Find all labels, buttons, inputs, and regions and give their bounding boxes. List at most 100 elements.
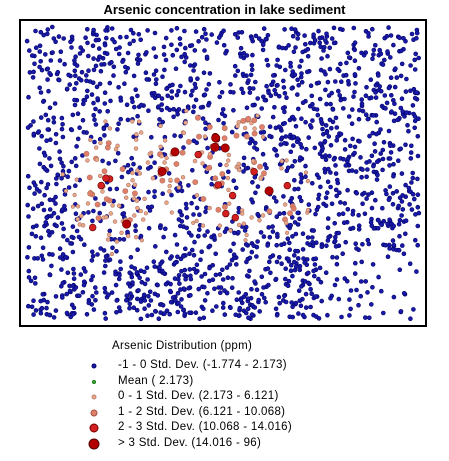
sample-point-moderate (243, 238, 248, 243)
sample-point-low (251, 86, 256, 91)
sample-point-moderate (305, 179, 311, 184)
sample-point-low (337, 93, 343, 98)
sample-point-low (259, 291, 265, 297)
sample-point-low (401, 35, 406, 41)
sample-point-low (414, 90, 419, 95)
sample-point-low (305, 46, 311, 52)
sample-point-moderate (110, 203, 115, 208)
sample-point-low (328, 101, 333, 107)
sample-point-low (201, 306, 206, 312)
sample-point-moderate (245, 115, 252, 122)
sample-point-low (295, 77, 300, 83)
sample-point-low (349, 121, 355, 126)
sample-point-low (85, 88, 90, 94)
sample-point-low (410, 170, 416, 176)
sample-point-low (121, 211, 127, 216)
sample-point-low (265, 62, 271, 68)
sample-point-map[interactable] (21, 21, 425, 325)
sample-point-moderate (98, 140, 103, 146)
sample-point-low (293, 124, 299, 129)
sample-point-moderate (106, 232, 112, 238)
sample-point-moderate (159, 154, 164, 159)
sample-point-low (153, 68, 159, 74)
sample-point-low (397, 234, 402, 239)
sample-point-low (157, 117, 162, 122)
legend-item: 1 - 2 Std. Dev. (6.121 - 10.068) (90, 406, 390, 422)
sample-point-low (253, 140, 258, 146)
sample-point-low (178, 223, 183, 229)
sample-point-low (291, 178, 297, 183)
sample-point-low (390, 238, 396, 243)
sample-point-low (350, 136, 355, 142)
sample-point-low (318, 279, 324, 285)
sample-point-low (272, 146, 277, 152)
sample-point-low (315, 112, 321, 118)
sample-point-low (363, 93, 369, 98)
sample-point-low (366, 31, 371, 36)
sample-point-low (389, 109, 394, 114)
sample-point-low (375, 172, 380, 178)
sample-point-low (168, 299, 174, 305)
sample-point-low (71, 266, 76, 272)
sample-point-low (93, 196, 98, 201)
sample-point-low (188, 76, 193, 81)
sample-point-low (409, 180, 414, 185)
sample-point-low (209, 181, 214, 187)
sample-point-low (361, 52, 367, 58)
sample-point-low (231, 252, 237, 257)
sample-point-low (72, 73, 78, 79)
sample-point-low (243, 242, 249, 247)
sample-point-low (109, 26, 115, 31)
sample-point-low (158, 225, 163, 231)
sample-point-low (198, 105, 204, 110)
sample-point-low (399, 61, 405, 67)
sample-point-low (299, 71, 304, 76)
sample-point-low (296, 82, 302, 88)
sample-point-low (273, 306, 279, 312)
sample-point-low (241, 50, 247, 56)
sample-point-low (415, 242, 421, 248)
sample-point-low (91, 56, 96, 61)
sample-point-low (374, 159, 380, 164)
sample-point-low (397, 35, 402, 41)
sample-point-moderate (236, 222, 242, 228)
sample-point-moderate (261, 170, 267, 177)
sample-point-low (33, 308, 39, 313)
sample-point-low (40, 245, 46, 251)
sample-point-low (242, 228, 248, 233)
sample-point-low (50, 252, 55, 257)
sample-point-low (51, 315, 57, 320)
sample-point-low (152, 160, 157, 165)
sample-point-low (187, 267, 193, 272)
sample-point-low (72, 183, 78, 188)
sample-point-low (91, 208, 96, 214)
sample-point-low (387, 143, 393, 149)
sample-point-low (343, 72, 349, 78)
sample-point-low (81, 279, 87, 285)
sample-point-low (217, 79, 222, 85)
sample-point-low (300, 231, 306, 236)
sample-point-low (373, 83, 379, 88)
sample-point-low (363, 279, 369, 284)
sample-point-moderate (113, 146, 119, 152)
sample-point-low (135, 247, 140, 252)
sample-point-low (36, 129, 42, 134)
sample-point-low (261, 129, 267, 135)
sample-point-low (164, 308, 170, 314)
sample-point-low (220, 277, 226, 282)
sample-point-low (312, 262, 318, 267)
sample-point-low (193, 29, 199, 34)
sample-point-low (148, 298, 154, 303)
sample-point-low (352, 260, 358, 266)
sample-point-moderate (80, 223, 86, 228)
sample-point-low (364, 174, 369, 180)
sample-point-low (70, 283, 76, 289)
sample-point-low (126, 169, 131, 175)
sample-point-low (320, 126, 325, 132)
legend-item: > 3 Std. Dev. (14.016 - 96) (88, 437, 390, 453)
sample-point-low (342, 201, 348, 206)
sample-point-low (392, 111, 398, 116)
sample-point-low (231, 90, 236, 95)
sample-point-low (377, 47, 383, 53)
sample-point-low (414, 269, 419, 274)
